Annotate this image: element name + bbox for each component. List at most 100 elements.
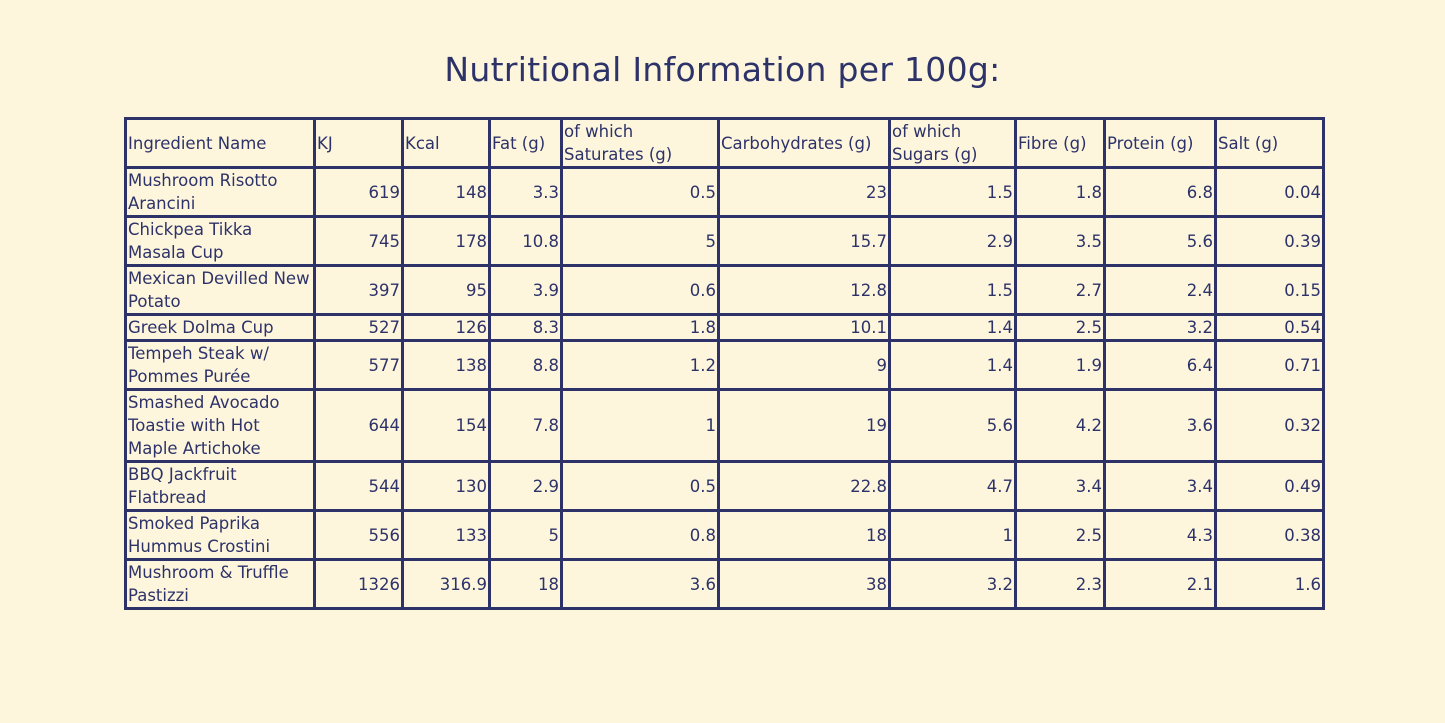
header-protein: Protein (g) <box>1103 117 1217 169</box>
carbohydrates-cell: 12.8 <box>717 264 891 316</box>
fat-cell: 2.9 <box>488 460 563 512</box>
fat-cell: 10.8 <box>488 215 563 267</box>
fat-cell: 3.9 <box>488 264 563 316</box>
protein-cell: 2.4 <box>1103 264 1217 316</box>
ingredient-name-cell: Greek Dolma Cup <box>124 313 316 342</box>
kj-cell: 556 <box>313 509 404 561</box>
carbohydrates-cell: 22.8 <box>717 460 891 512</box>
saturates-cell: 0.5 <box>560 460 720 512</box>
kj-cell: 527 <box>313 313 404 342</box>
kj-cell: 619 <box>313 166 404 218</box>
table-row: Smoked Paprika Hummus Crostini 556 133 5… <box>124 509 1325 561</box>
salt-cell: 0.39 <box>1214 215 1325 267</box>
kj-cell: 544 <box>313 460 404 512</box>
saturates-cell: 0.5 <box>560 166 720 218</box>
page-title: Nutritional Information per 100g: <box>444 50 1001 89</box>
fibre-cell: 4.2 <box>1014 388 1106 463</box>
sugars-cell: 1.5 <box>888 166 1017 218</box>
fibre-cell: 2.7 <box>1014 264 1106 316</box>
kcal-cell: 316.9 <box>401 558 491 610</box>
fat-cell: 8.3 <box>488 313 563 342</box>
carbohydrates-cell: 9 <box>717 339 891 391</box>
protein-cell: 4.3 <box>1103 509 1217 561</box>
salt-cell: 0.32 <box>1214 388 1325 463</box>
fat-cell: 8.8 <box>488 339 563 391</box>
kj-cell: 644 <box>313 388 404 463</box>
fibre-cell: 2.5 <box>1014 313 1106 342</box>
salt-cell: 0.54 <box>1214 313 1325 342</box>
saturates-cell: 3.6 <box>560 558 720 610</box>
salt-cell: 0.49 <box>1214 460 1325 512</box>
protein-cell: 6.4 <box>1103 339 1217 391</box>
ingredient-name-cell: Smoked Paprika Hummus Crostini <box>124 509 316 561</box>
header-kcal: Kcal <box>401 117 491 169</box>
fibre-cell: 1.8 <box>1014 166 1106 218</box>
carbohydrates-cell: 23 <box>717 166 891 218</box>
fibre-cell: 1.9 <box>1014 339 1106 391</box>
saturates-cell: 5 <box>560 215 720 267</box>
header-ingredient-name: Ingredient Name <box>124 117 316 169</box>
table-row: Chickpea Tikka Masala Cup 745 178 10.8 5… <box>124 215 1325 267</box>
table-row: BBQ Jackfruit Flatbread 544 130 2.9 0.5 … <box>124 460 1325 512</box>
ingredient-name-cell: Tempeh Steak w/ Pommes Purée <box>124 339 316 391</box>
protein-cell: 6.8 <box>1103 166 1217 218</box>
salt-cell: 0.38 <box>1214 509 1325 561</box>
ingredient-name-cell: BBQ Jackfruit Flatbread <box>124 460 316 512</box>
protein-cell: 3.4 <box>1103 460 1217 512</box>
kcal-cell: 138 <box>401 339 491 391</box>
saturates-cell: 0.6 <box>560 264 720 316</box>
protein-cell: 5.6 <box>1103 215 1217 267</box>
table-row: Smashed Avocado Toastie with Hot Maple A… <box>124 388 1325 463</box>
ingredient-name-cell: Mushroom Risotto Arancini <box>124 166 316 218</box>
protein-cell: 3.2 <box>1103 313 1217 342</box>
saturates-cell: 0.8 <box>560 509 720 561</box>
sugars-cell: 3.2 <box>888 558 1017 610</box>
kcal-cell: 95 <box>401 264 491 316</box>
table-row: Mexican Devilled New Potato 397 95 3.9 0… <box>124 264 1325 316</box>
sugars-cell: 1.4 <box>888 339 1017 391</box>
sugars-cell: 5.6 <box>888 388 1017 463</box>
carbohydrates-cell: 15.7 <box>717 215 891 267</box>
kcal-cell: 178 <box>401 215 491 267</box>
kj-cell: 745 <box>313 215 404 267</box>
table-header-row: Ingredient Name KJ Kcal Fat (g) of which… <box>124 117 1325 169</box>
fat-cell: 7.8 <box>488 388 563 463</box>
protein-cell: 3.6 <box>1103 388 1217 463</box>
fibre-cell: 2.3 <box>1014 558 1106 610</box>
kcal-cell: 133 <box>401 509 491 561</box>
table-row: Mushroom Risotto Arancini 619 148 3.3 0.… <box>124 166 1325 218</box>
protein-cell: 2.1 <box>1103 558 1217 610</box>
header-kj: KJ <box>313 117 404 169</box>
fat-cell: 3.3 <box>488 166 563 218</box>
sugars-cell: 1.5 <box>888 264 1017 316</box>
nutrition-table: Ingredient Name KJ Kcal Fat (g) of which… <box>124 117 1325 610</box>
sugars-cell: 1 <box>888 509 1017 561</box>
salt-cell: 1.6 <box>1214 558 1325 610</box>
ingredient-name-cell: Mexican Devilled New Potato <box>124 264 316 316</box>
fibre-cell: 2.5 <box>1014 509 1106 561</box>
fat-cell: 5 <box>488 509 563 561</box>
header-carbohydrates: Carbohydrates (g) <box>717 117 891 169</box>
saturates-cell: 1.8 <box>560 313 720 342</box>
table-row: Greek Dolma Cup 527 126 8.3 1.8 10.1 1.4… <box>124 313 1325 342</box>
saturates-cell: 1.2 <box>560 339 720 391</box>
fibre-cell: 3.4 <box>1014 460 1106 512</box>
header-saturates: of which Saturates (g) <box>560 117 720 169</box>
fat-cell: 18 <box>488 558 563 610</box>
sugars-cell: 1.4 <box>888 313 1017 342</box>
kcal-cell: 148 <box>401 166 491 218</box>
ingredient-name-cell: Chickpea Tikka Masala Cup <box>124 215 316 267</box>
salt-cell: 0.15 <box>1214 264 1325 316</box>
header-fibre: Fibre (g) <box>1014 117 1106 169</box>
carbohydrates-cell: 19 <box>717 388 891 463</box>
table-row: Tempeh Steak w/ Pommes Purée 577 138 8.8… <box>124 339 1325 391</box>
header-sugars: of which Sugars (g) <box>888 117 1017 169</box>
carbohydrates-cell: 38 <box>717 558 891 610</box>
ingredient-name-cell: Mushroom & Truffle Pastizzi <box>124 558 316 610</box>
ingredient-name-cell: Smashed Avocado Toastie with Hot Maple A… <box>124 388 316 463</box>
fibre-cell: 3.5 <box>1014 215 1106 267</box>
kj-cell: 577 <box>313 339 404 391</box>
carbohydrates-cell: 10.1 <box>717 313 891 342</box>
header-salt: Salt (g) <box>1214 117 1325 169</box>
sugars-cell: 4.7 <box>888 460 1017 512</box>
